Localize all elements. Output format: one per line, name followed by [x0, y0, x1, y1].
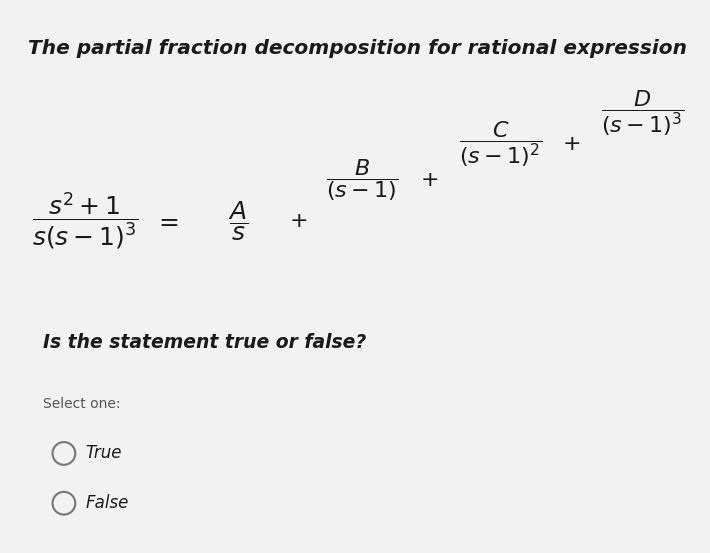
Text: $=$: $=$ [154, 209, 180, 233]
Text: $\dfrac{B}{(s-1)}$: $\dfrac{B}{(s-1)}$ [326, 156, 398, 203]
Text: $\dfrac{C}{(s-1)^2}$: $\dfrac{C}{(s-1)^2}$ [459, 119, 542, 169]
Text: $+$: $+$ [420, 170, 439, 190]
Text: The partial fraction decomposition for rational expression: The partial fraction decomposition for r… [28, 39, 687, 58]
Text: True: True [85, 445, 121, 462]
Text: $\dfrac{A}{s}$: $\dfrac{A}{s}$ [228, 199, 248, 243]
Text: $\dfrac{s^2+1}{s(s-1)^3}$: $\dfrac{s^2+1}{s(s-1)^3}$ [32, 191, 138, 252]
Text: False: False [85, 494, 129, 512]
Text: Is the statement true or false?: Is the statement true or false? [43, 333, 366, 352]
Text: $\dfrac{D}{(s-1)^3}$: $\dfrac{D}{(s-1)^3}$ [601, 88, 684, 138]
Text: $+$: $+$ [562, 134, 581, 154]
Text: Select one:: Select one: [43, 397, 120, 411]
Text: $+$: $+$ [289, 211, 307, 231]
